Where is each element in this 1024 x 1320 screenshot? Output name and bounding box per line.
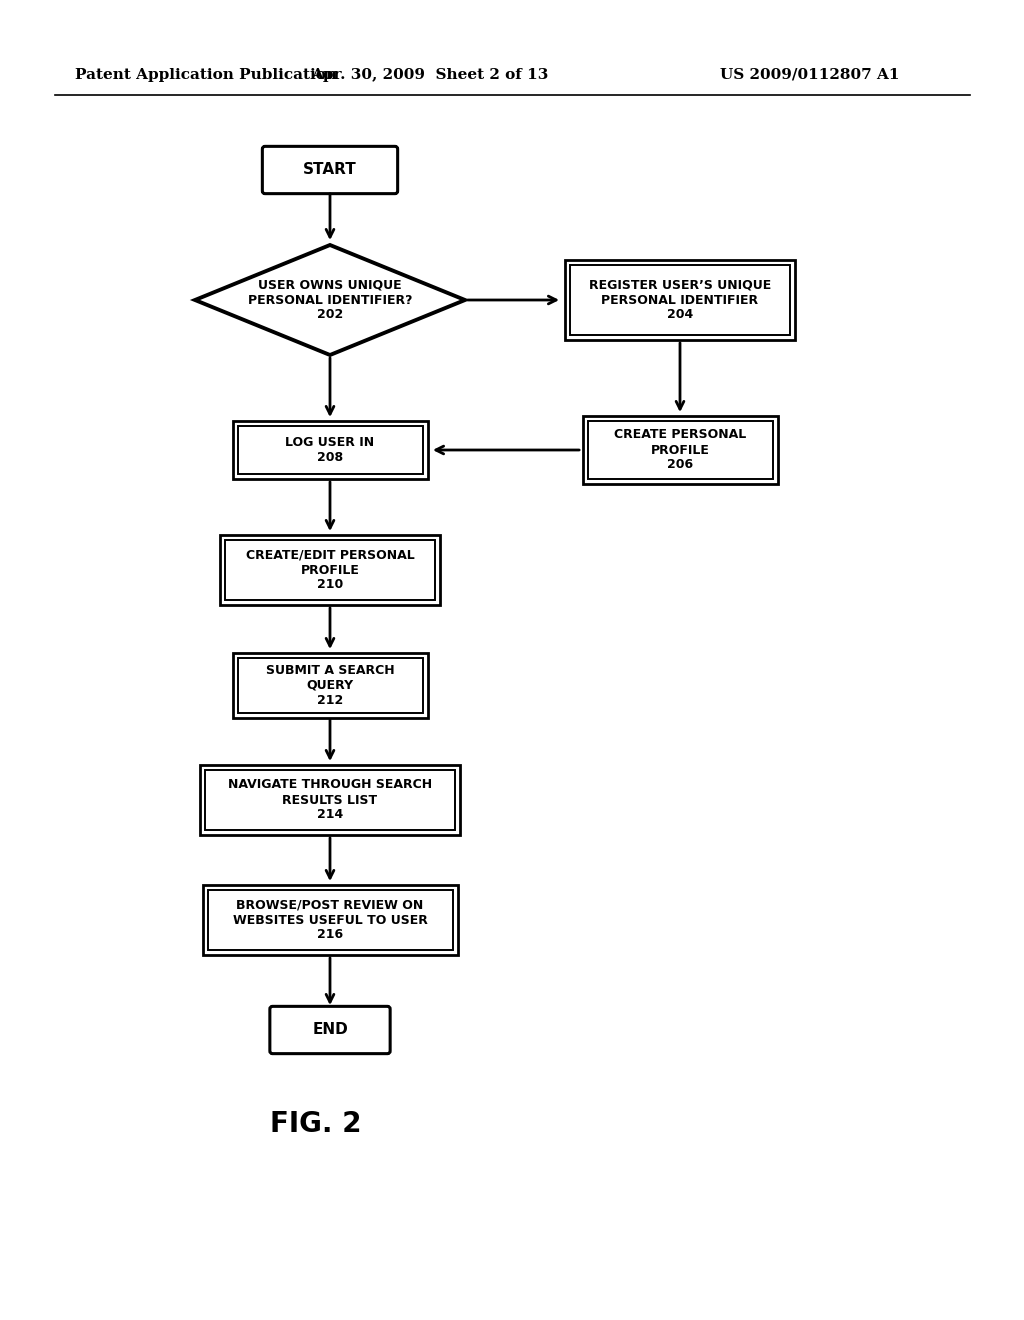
FancyBboxPatch shape [262, 147, 397, 194]
Polygon shape [220, 535, 440, 605]
Polygon shape [208, 890, 453, 950]
Polygon shape [232, 652, 427, 718]
Polygon shape [588, 421, 772, 479]
Polygon shape [225, 540, 435, 601]
Polygon shape [232, 421, 427, 479]
Polygon shape [195, 246, 465, 355]
Text: REGISTER USER’S UNIQUE
PERSONAL IDENTIFIER
204: REGISTER USER’S UNIQUE PERSONAL IDENTIFI… [589, 279, 771, 322]
Text: END: END [312, 1023, 348, 1038]
Text: Apr. 30, 2009  Sheet 2 of 13: Apr. 30, 2009 Sheet 2 of 13 [311, 69, 549, 82]
Polygon shape [200, 766, 460, 836]
Text: BROWSE/POST REVIEW ON
WEBSITES USEFUL TO USER
216: BROWSE/POST REVIEW ON WEBSITES USEFUL TO… [232, 899, 427, 941]
Text: USER OWNS UNIQUE
PERSONAL IDENTIFIER?
202: USER OWNS UNIQUE PERSONAL IDENTIFIER? 20… [248, 279, 413, 322]
Polygon shape [203, 884, 458, 954]
Polygon shape [238, 657, 423, 713]
Text: NAVIGATE THROUGH SEARCH
RESULTS LIST
214: NAVIGATE THROUGH SEARCH RESULTS LIST 214 [228, 779, 432, 821]
Polygon shape [238, 426, 423, 474]
Text: CREATE PERSONAL
PROFILE
206: CREATE PERSONAL PROFILE 206 [613, 429, 746, 471]
Polygon shape [205, 770, 455, 830]
Text: US 2009/0112807 A1: US 2009/0112807 A1 [720, 69, 899, 82]
Polygon shape [570, 265, 790, 335]
Text: LOG USER IN
208: LOG USER IN 208 [286, 436, 375, 465]
Text: START: START [303, 162, 357, 177]
Text: Patent Application Publication: Patent Application Publication [75, 69, 337, 82]
Text: CREATE/EDIT PERSONAL
PROFILE
210: CREATE/EDIT PERSONAL PROFILE 210 [246, 549, 415, 591]
Polygon shape [565, 260, 795, 341]
Text: SUBMIT A SEARCH
QUERY
212: SUBMIT A SEARCH QUERY 212 [265, 664, 394, 706]
Text: FIG. 2: FIG. 2 [270, 1110, 361, 1138]
FancyBboxPatch shape [270, 1006, 390, 1053]
Polygon shape [583, 416, 777, 484]
